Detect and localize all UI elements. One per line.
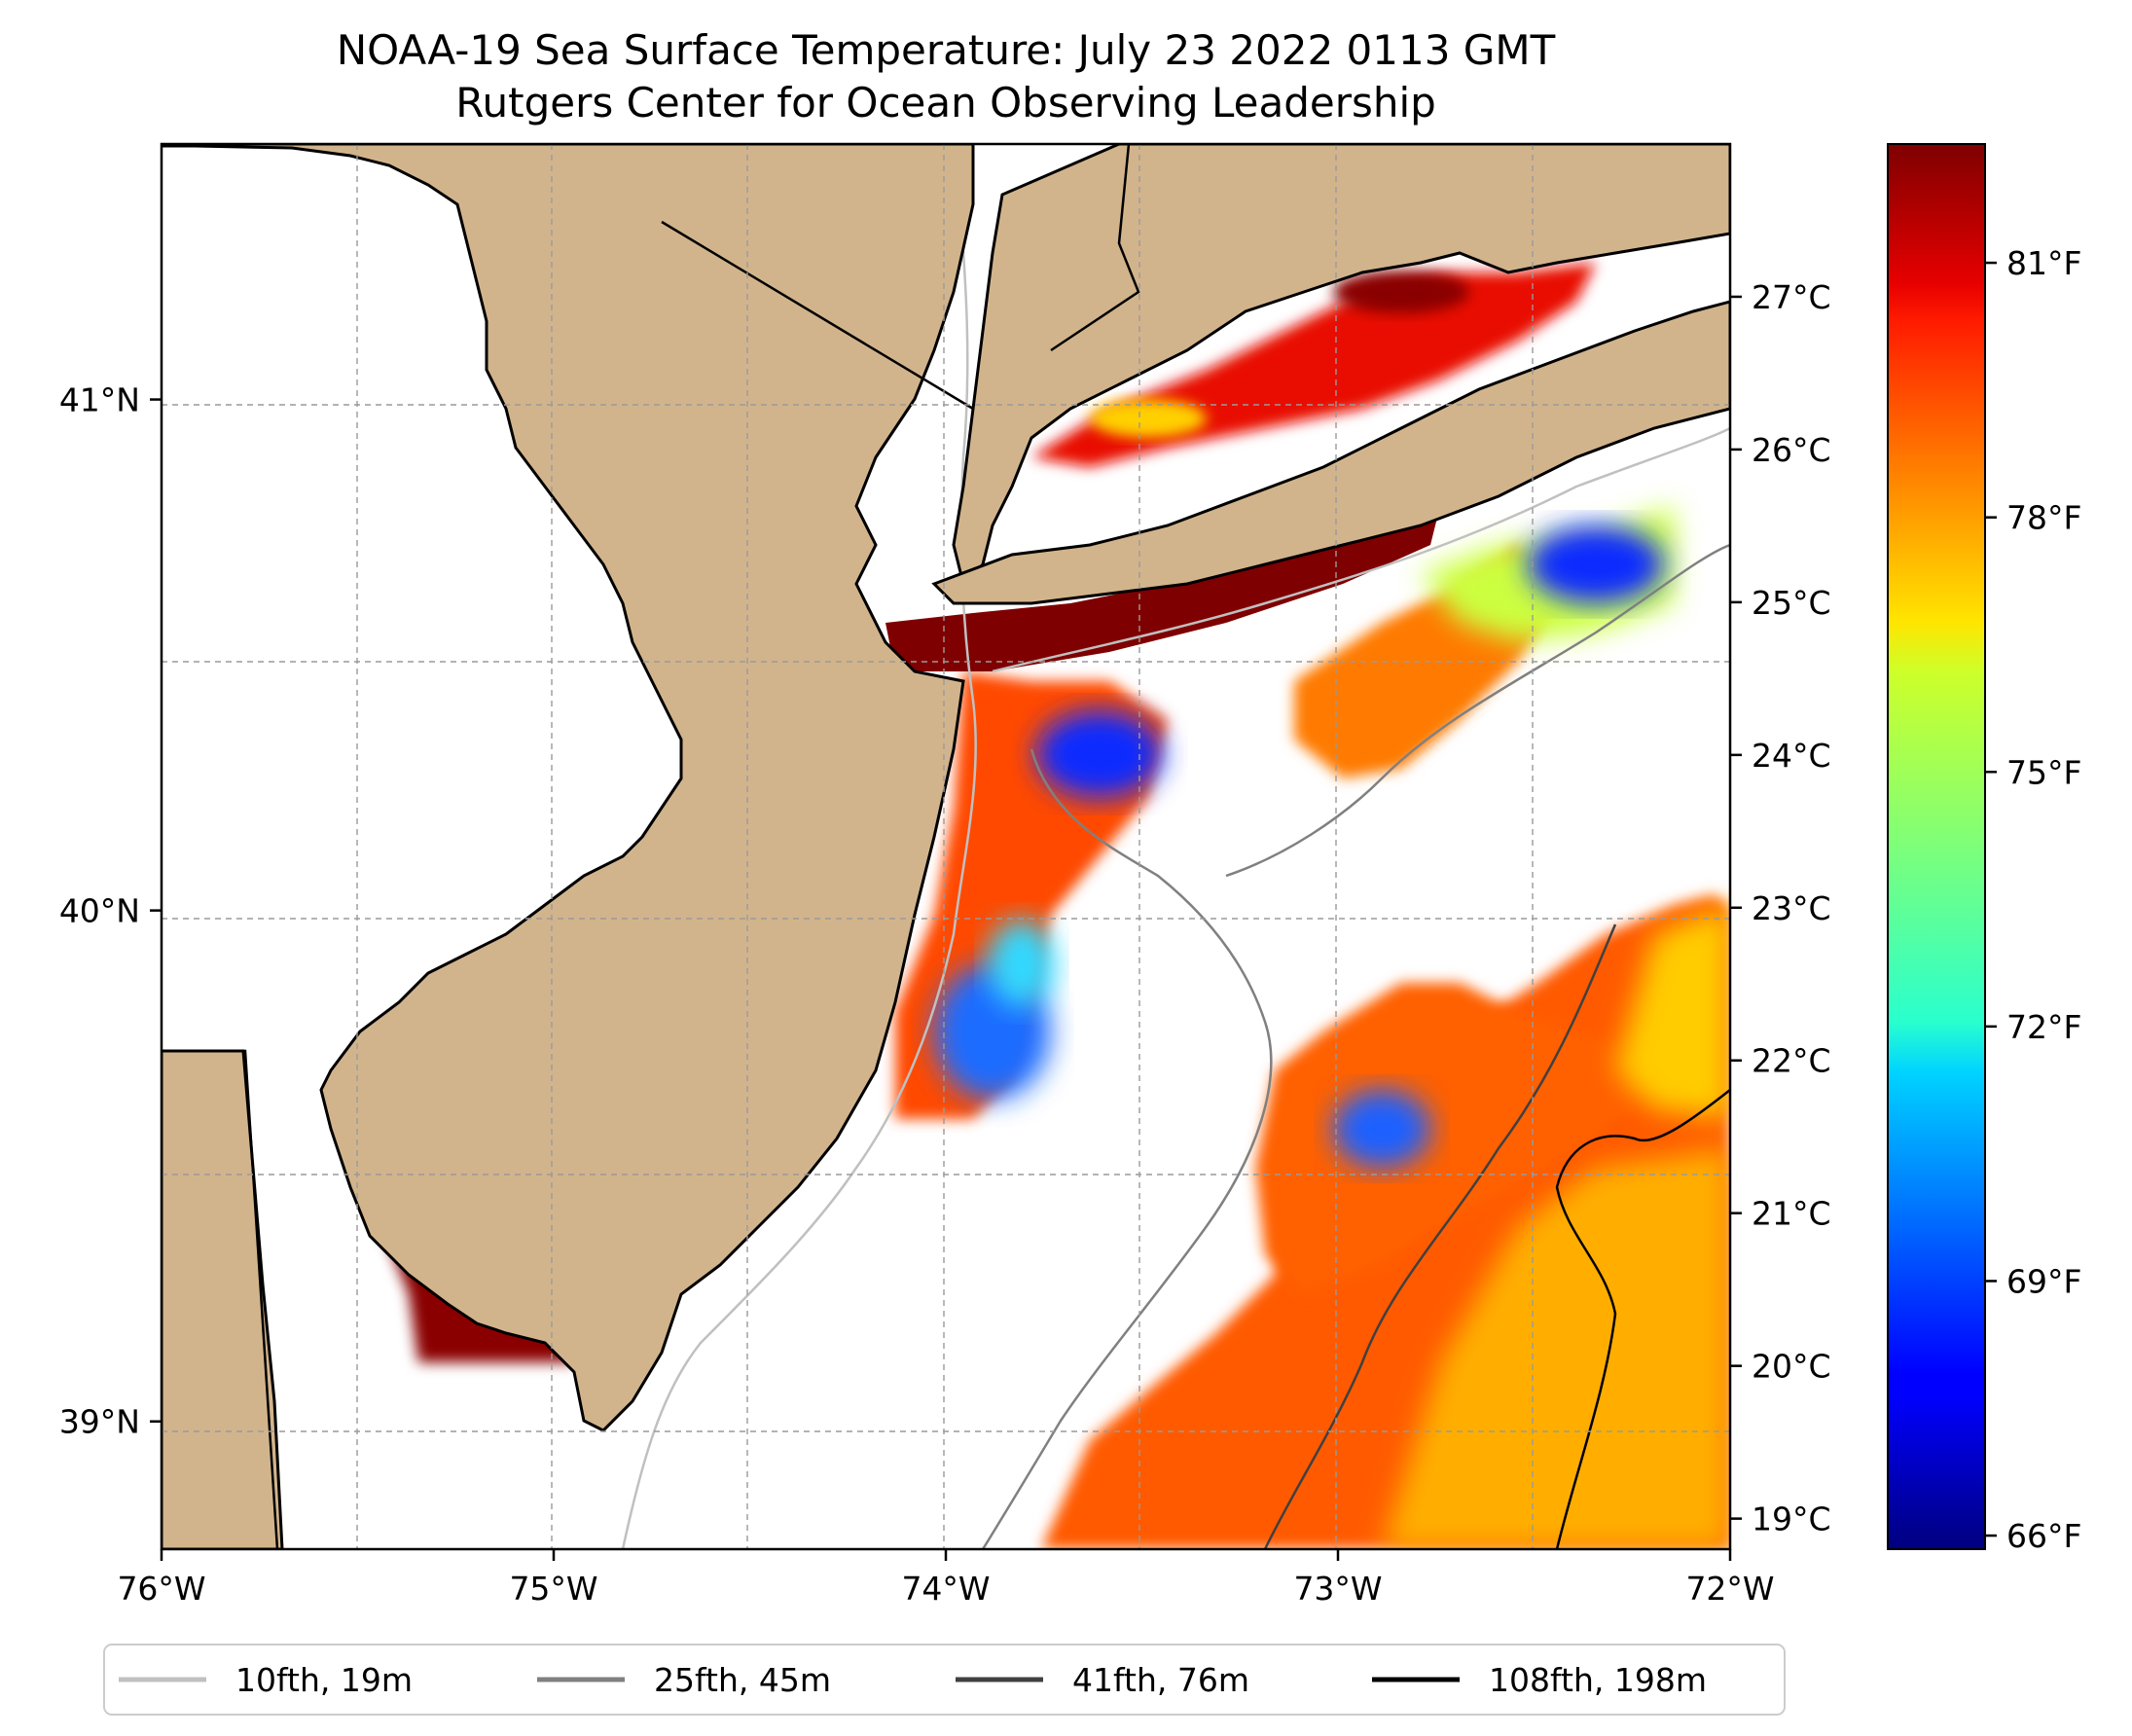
x-tick-label: 73°W — [1293, 1570, 1382, 1608]
bathymetry-contours — [621, 184, 1730, 1549]
celsius-tick-label: 25°C — [1752, 584, 1831, 622]
legend-frame — [103, 1644, 1786, 1716]
celsius-tick-label: 24°C — [1752, 737, 1831, 775]
celsius-tick-label: 19°C — [1752, 1501, 1831, 1538]
celsius-tick-label: 21°C — [1752, 1195, 1831, 1233]
x-tick-label: 76°W — [117, 1570, 205, 1608]
sst-ny-bight-warm — [885, 506, 1440, 671]
chart-title: NOAA-19 Sea Surface Temperature: July 23… — [337, 26, 1556, 74]
fahrenheit-tick-label: 81°F — [2006, 244, 2081, 282]
colorbar — [1887, 143, 1986, 1550]
fahrenheit-tick-label: 78°F — [2006, 499, 2081, 537]
fahrenheit-tick-label: 66°F — [2006, 1517, 2081, 1555]
celsius-tick-label: 26°C — [1752, 431, 1831, 469]
contour-25fth — [981, 748, 1273, 1549]
x-axis-ticks: 76°W 75°W 74°W 73°W 72°W — [117, 1549, 1775, 1608]
fahrenheit-tick-label: 75°F — [2006, 753, 2081, 791]
celsius-tick-label: 20°C — [1752, 1348, 1831, 1386]
chart-subtitle: Rutgers Center for Ocean Observing Leade… — [455, 79, 1436, 127]
celsius-tick-label: 23°C — [1752, 889, 1831, 927]
x-tick-label: 75°W — [509, 1570, 597, 1608]
sst-nearshore — [895, 671, 1168, 1119]
sst-cold-nj-3 — [988, 920, 1056, 1007]
map-area — [162, 144, 1730, 1549]
x-tick-label: 74°W — [901, 1570, 990, 1608]
fahrenheit-tick-label: 72°F — [2006, 1008, 2081, 1046]
celsius-tick-label: 27°C — [1752, 278, 1831, 316]
legend-label: 108fth, 198m — [1489, 1661, 1707, 1699]
sst-cold-li — [1528, 525, 1664, 603]
state-borders — [162, 144, 1140, 1549]
border-de-md — [162, 1049, 279, 1549]
border-ny-ct — [1050, 144, 1140, 352]
sst-sound-darkred — [1333, 271, 1469, 313]
land-long-island — [931, 300, 1730, 605]
border-nj-ny — [661, 220, 974, 411]
legend-label: 41fth, 76m — [1072, 1661, 1249, 1699]
contour-108fth — [1555, 1089, 1730, 1549]
land-new-york-connecticut — [952, 144, 1730, 587]
y-tick-label: 39°N — [59, 1403, 140, 1441]
contour-25fth-shelf — [1225, 543, 1730, 878]
fahrenheit-axis-ticks: 66°F 69°F 72°F 75°F 78°F 81°F — [1985, 244, 2081, 1555]
legend: 10fth, 19m 25fth, 45m 41fth, 76m 108fth, 19… — [103, 1644, 1786, 1716]
legend-label: 10fth, 19m — [235, 1661, 413, 1699]
y-axis-ticks: 41°N 40°N 39°N — [59, 381, 162, 1441]
land-new-jersey-pennsylvania — [162, 144, 975, 1432]
legend-label: 25fth, 45m — [654, 1661, 831, 1699]
sst-cold-nj-1 — [1036, 710, 1163, 798]
sst-cold-patch — [1333, 1090, 1430, 1168]
celsius-axis-ticks: 19°C 20°C 21°C 22°C 23°C 24°C 25°C 26°C 27°C — [1730, 278, 1831, 1538]
celsius-tick-label: 22°C — [1752, 1042, 1831, 1080]
y-tick-label: 40°N — [59, 892, 140, 930]
sst-southeast-yellow — [1382, 1148, 1730, 1549]
sst-east-yellow — [1615, 905, 1730, 1119]
fahrenheit-tick-label: 69°F — [2006, 1262, 2081, 1300]
gridlines — [162, 144, 1730, 1549]
sst-warm-bands — [360, 263, 1596, 1362]
contour-10fth — [621, 184, 977, 1549]
sst-sound-yellow — [1090, 399, 1207, 438]
contour-41fth — [1263, 923, 1617, 1549]
x-tick-label: 72°W — [1685, 1570, 1774, 1608]
contour-10fth-li — [992, 426, 1730, 673]
y-tick-label: 41°N — [59, 381, 140, 419]
